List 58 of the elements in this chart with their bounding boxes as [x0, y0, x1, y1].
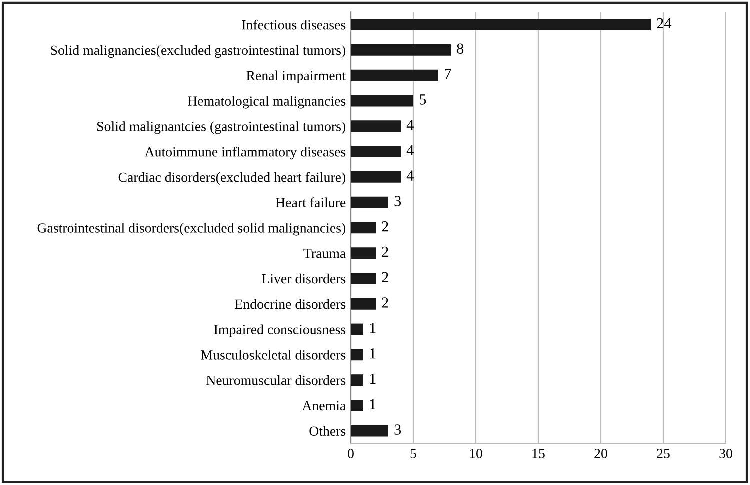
bar — [351, 120, 401, 132]
bar — [351, 425, 388, 437]
y-tick-label: Autoimmune inflammatory diseases — [144, 146, 346, 160]
y-tick-label: Musculoskeletal disorders — [201, 350, 346, 360]
x-tick-label: 30 — [720, 449, 732, 458]
bar — [351, 44, 451, 56]
y-tick-label: Renal impairment — [246, 70, 346, 84]
y-tick-label: Liver disorders — [262, 274, 346, 284]
x-tick-label: 5 — [410, 449, 416, 458]
data-label: 2 — [382, 272, 388, 282]
bar — [351, 196, 388, 208]
bar — [351, 146, 401, 158]
y-tick-label: Trauma — [304, 249, 346, 258]
bar — [351, 374, 364, 386]
x-tick-label: 15 — [532, 449, 545, 458]
bar — [351, 248, 376, 260]
data-label: 5 — [420, 94, 426, 105]
y-tick-label: Heart failure — [276, 198, 346, 208]
data-label: 2 — [382, 298, 388, 308]
data-label: 4 — [406, 145, 414, 156]
y-tick-label: Others — [310, 426, 346, 436]
bar — [351, 324, 364, 336]
data-label: 24 — [657, 18, 672, 28]
y-tick-label: Cardiac disorders(excluded heart failure) — [118, 172, 346, 186]
bar — [351, 171, 401, 183]
data-label: 1 — [370, 399, 376, 410]
bar — [351, 222, 376, 234]
bar — [351, 19, 651, 31]
data-label: 3 — [394, 424, 402, 435]
bar — [351, 70, 438, 82]
data-label: 3 — [394, 196, 402, 206]
data-label: 1 — [370, 323, 376, 334]
bar — [351, 400, 364, 412]
x-tick-label: 25 — [657, 449, 670, 458]
y-tick-label: Impaired consciousness — [214, 324, 346, 338]
bar — [351, 349, 364, 361]
data-label: 4 — [406, 170, 414, 181]
y-tick-label: Neuromuscular disorders — [206, 375, 346, 386]
bar — [351, 95, 414, 107]
data-label: 4 — [406, 120, 414, 130]
y-tick-label: Gastrointestinal disorders(excluded solid malignancies) — [38, 223, 346, 236]
y-tick-label: Infectious diseases — [242, 20, 346, 30]
y-tick-label: Endocrine disorders — [235, 299, 346, 310]
x-tick-label: 0 — [348, 449, 354, 458]
y-tick-label: Hematological malignancies — [188, 96, 346, 109]
data-label: 1 — [370, 374, 376, 384]
data-label: 1 — [370, 348, 376, 359]
y-tick-label: Solid malignancies(excluded gastrointestinal tumors) — [51, 45, 346, 58]
data-label: 7 — [445, 69, 452, 80]
data-label: 8 — [457, 44, 464, 54]
data-label: 2 — [382, 246, 388, 258]
y-tick-label: Solid malignantcies (gastrointestinal tumors) — [97, 122, 346, 134]
bar — [351, 273, 376, 284]
data-label: 2 — [382, 222, 388, 232]
bar — [351, 298, 376, 310]
y-tick-label: Anemia — [302, 401, 346, 411]
x-tick-label: 20 — [594, 449, 608, 458]
x-tick-label: 10 — [470, 449, 482, 458]
